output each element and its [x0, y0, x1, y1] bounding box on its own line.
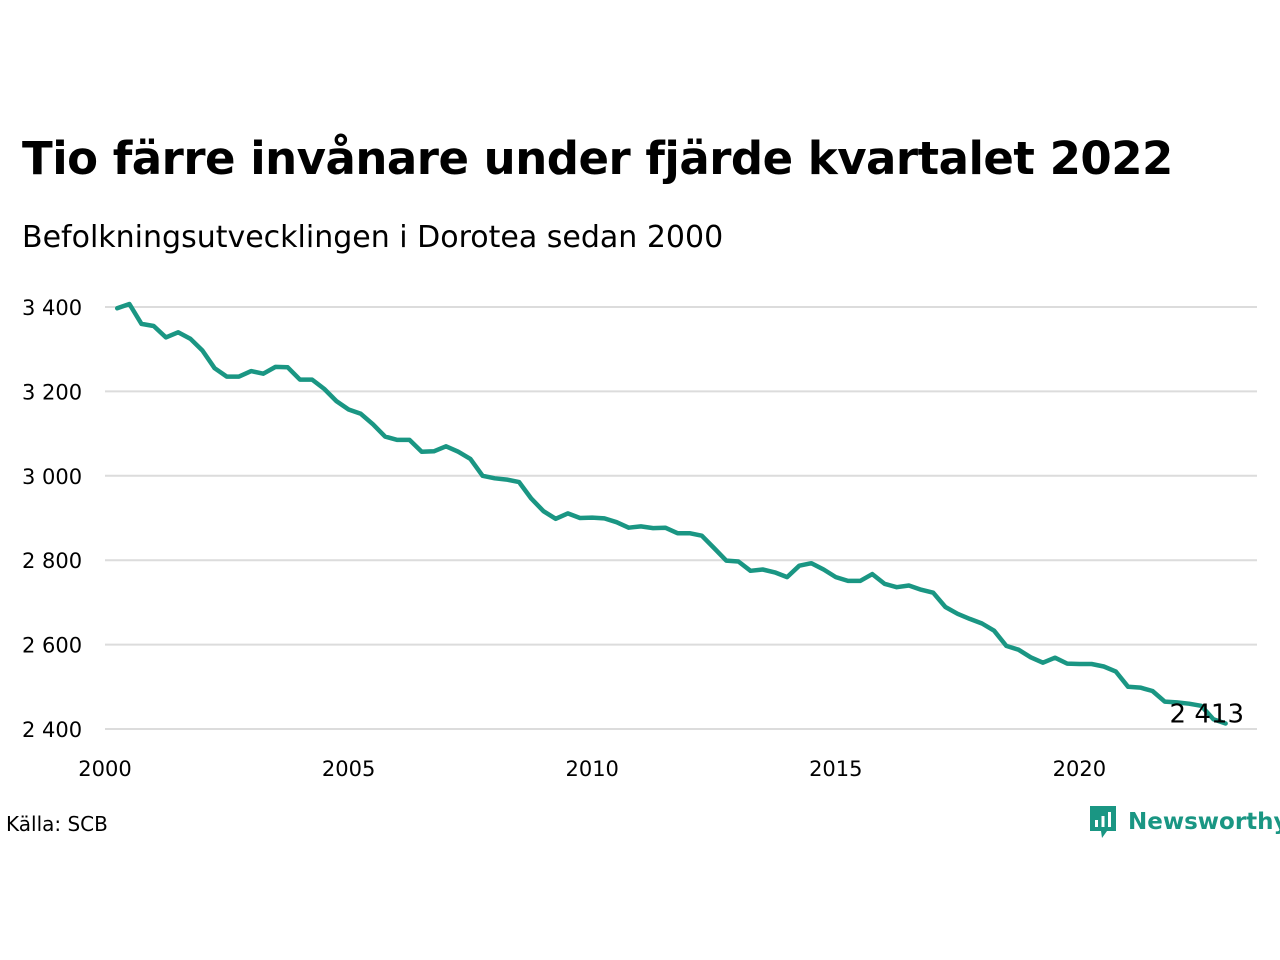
chart-title: Tio färre invånare under fjärde kvartale… — [22, 132, 1173, 185]
y-tick-label-3000: 3 000 — [22, 465, 82, 489]
y-tick-label-2800: 2 800 — [22, 549, 82, 573]
brand-name: Newsworthy — [1128, 809, 1280, 835]
source-note: Källa: SCB — [6, 812, 108, 836]
brand-logo: Newsworthy — [1088, 804, 1280, 840]
series-line-population — [114, 301, 1228, 726]
x-tick-label-2020: 2020 — [1053, 757, 1106, 781]
x-axis-tick-labels: 2000 2005 2010 2015 2020 — [78, 757, 1106, 781]
x-tick-label-2015: 2015 — [809, 757, 862, 781]
grid-lines — [105, 306, 1257, 730]
bar-chart-speech-bubble-icon — [1090, 806, 1116, 838]
x-tick-label-2000: 2000 — [78, 757, 131, 781]
x-tick-label-2005: 2005 — [322, 757, 375, 781]
y-axis-tick-labels: 2 400 2 600 2 800 3 000 3 200 3 400 — [22, 296, 82, 742]
y-tick-label-3200: 3 200 — [22, 380, 82, 404]
y-tick-label-2600: 2 600 — [22, 634, 82, 658]
end-value-label: 2 413 — [1170, 700, 1244, 730]
y-tick-label-2400: 2 400 — [22, 718, 82, 742]
x-tick-label-2010: 2010 — [565, 757, 618, 781]
y-tick-label-3400: 3 400 — [22, 296, 82, 320]
chart-subtitle: Befolkningsutvecklingen i Dorotea sedan … — [22, 220, 724, 255]
